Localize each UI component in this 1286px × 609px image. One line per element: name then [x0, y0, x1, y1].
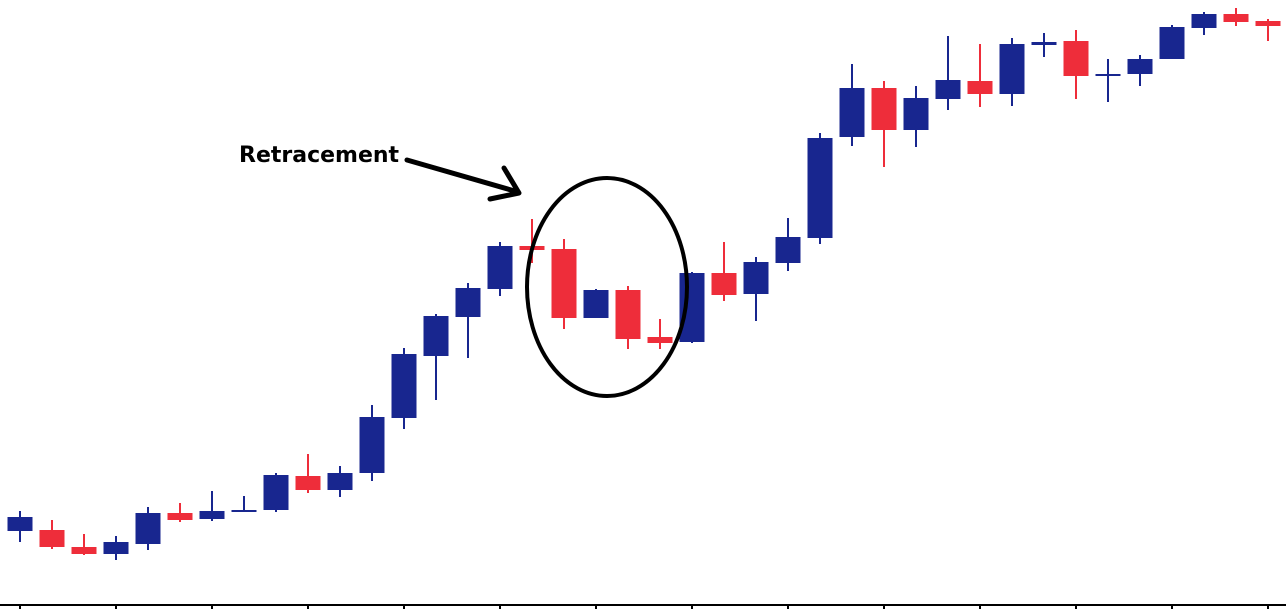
candle	[1031, 33, 1057, 57]
candle	[1191, 12, 1217, 35]
candle-body	[1031, 42, 1057, 45]
candle-body	[1095, 74, 1121, 76]
candle	[391, 348, 417, 429]
candle-body	[999, 44, 1025, 94]
candle-body	[551, 249, 577, 318]
candle	[1223, 8, 1249, 26]
candle-body	[327, 473, 353, 490]
candle	[1095, 59, 1121, 102]
candle	[615, 286, 641, 349]
candle	[711, 242, 737, 301]
candle-body	[7, 517, 33, 531]
candle-body	[359, 417, 385, 473]
candle	[103, 536, 129, 560]
candle-body	[391, 354, 417, 418]
candle-body	[71, 547, 97, 554]
candle-body	[679, 273, 705, 342]
candle	[295, 454, 321, 493]
candle	[807, 133, 833, 244]
candle-body	[775, 237, 801, 263]
candle	[327, 466, 353, 497]
candle	[871, 81, 897, 167]
candle-body	[839, 88, 865, 137]
candle-body	[135, 513, 161, 544]
candle	[583, 289, 609, 318]
candle-body	[615, 290, 641, 339]
candle-body	[967, 81, 993, 94]
candle	[487, 242, 513, 296]
candle	[743, 257, 769, 321]
candle	[423, 314, 449, 400]
candle-body	[743, 262, 769, 294]
candle-body	[487, 246, 513, 289]
candle	[935, 36, 961, 110]
candle	[967, 44, 993, 107]
x-axis	[0, 604, 1286, 609]
candle-body	[935, 80, 961, 99]
candle-body	[263, 475, 289, 510]
candle-body	[167, 513, 193, 520]
candle-body	[423, 316, 449, 356]
candle	[71, 534, 97, 555]
candle-body	[295, 476, 321, 490]
candle-body	[1255, 21, 1281, 26]
candle	[167, 503, 193, 522]
candle-body	[39, 530, 65, 547]
candle	[679, 272, 705, 343]
candle-body	[199, 511, 225, 519]
candle-body	[103, 542, 129, 554]
candle	[551, 239, 577, 329]
candle	[231, 496, 257, 512]
candle	[903, 86, 929, 147]
annotation-arrow	[404, 157, 522, 202]
candle	[39, 520, 65, 549]
candle	[1127, 55, 1153, 86]
candle-body	[583, 290, 609, 318]
candle-body	[1191, 14, 1217, 28]
candle-body	[647, 337, 673, 343]
candle-body	[807, 138, 833, 238]
candle-body	[231, 510, 257, 512]
candle	[1159, 25, 1185, 59]
candle	[775, 218, 801, 271]
candles-group	[7, 8, 1281, 560]
candle	[1063, 30, 1089, 99]
candle	[999, 38, 1025, 106]
candle	[7, 511, 33, 542]
candle-body	[711, 273, 737, 295]
candle	[647, 319, 673, 349]
candle	[455, 283, 481, 358]
candle-body	[903, 98, 929, 130]
candle-body	[1063, 41, 1089, 76]
retracement-ellipse	[525, 176, 689, 398]
candle-body	[1223, 14, 1249, 22]
candle	[199, 491, 225, 521]
retracement-label: Retracement	[239, 143, 400, 168]
candle	[1255, 19, 1281, 41]
candle-body	[1159, 27, 1185, 59]
candle-body	[1127, 59, 1153, 74]
candle-body	[455, 288, 481, 317]
candle	[839, 64, 865, 146]
candle	[263, 473, 289, 512]
candle	[359, 405, 385, 481]
candle	[135, 507, 161, 550]
candle-body	[871, 88, 897, 130]
